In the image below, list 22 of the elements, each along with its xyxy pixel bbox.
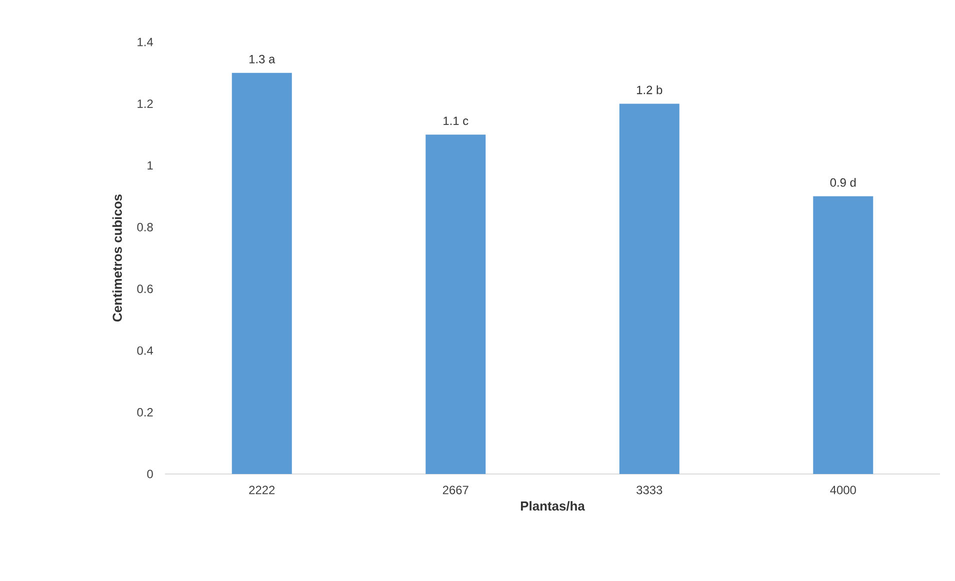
- y-tick-label: 0: [147, 470, 153, 478]
- x-tick-label: 2667: [442, 486, 468, 494]
- y-axis-title: Centimetros cubicos: [112, 194, 122, 322]
- y-tick-label: 1: [148, 161, 153, 170]
- data-label: 1.2 b: [636, 85, 662, 94]
- bar: [813, 196, 874, 474]
- y-tick-label: 1.2: [138, 100, 153, 108]
- data-label: 0.9 d: [830, 178, 856, 187]
- x-tick-label: 3333: [636, 486, 662, 494]
- bar: [426, 134, 486, 474]
- y-tick-label: 0.6: [137, 284, 153, 294]
- y-tick-label: 0.2: [137, 408, 153, 417]
- y-tick-label: 0.4: [137, 346, 154, 355]
- data-label: 1.1 c: [444, 116, 468, 126]
- x-tick-label: 4000: [830, 486, 856, 494]
- bar: [619, 104, 680, 474]
- x-axis-title: Plantas/ha: [520, 501, 585, 511]
- y-tick-label: 0.8: [137, 222, 153, 232]
- bar: [232, 72, 292, 474]
- y-tick-label: 1.4: [138, 38, 154, 46]
- x-tick-label: 2222: [249, 486, 275, 494]
- data-label: 1.3 a: [249, 54, 276, 64]
